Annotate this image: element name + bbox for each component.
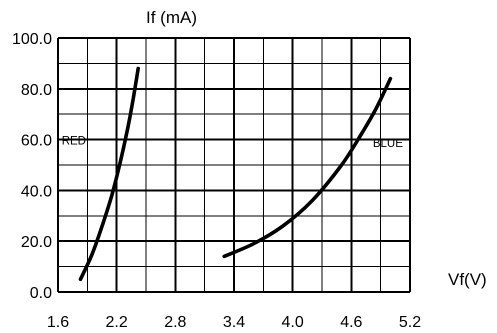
series-curve-red xyxy=(78,66,140,282)
series-label-blue: BLUE xyxy=(373,138,403,150)
y-tick-label: 80.0 xyxy=(21,82,52,99)
x-tick-label: 1.6 xyxy=(47,314,69,331)
y-tick-label: 100.0 xyxy=(12,31,52,48)
x-axis-title: Vf(V) xyxy=(448,270,487,289)
y-tick-label: 0.0 xyxy=(30,285,52,302)
x-tick-label: 5.2 xyxy=(399,314,421,331)
y-tick-label: 40.0 xyxy=(21,183,52,200)
plot-grid xyxy=(57,37,411,293)
y-axis-title: If (mA) xyxy=(146,8,197,27)
series-label-red: RED xyxy=(62,136,86,148)
y-tick-label: 20.0 xyxy=(21,234,52,251)
series-curve-blue xyxy=(222,76,393,259)
x-tick-label: 3.4 xyxy=(223,314,245,331)
y-tick-label: 60.0 xyxy=(21,133,52,150)
x-tick-label: 4.6 xyxy=(340,314,362,331)
y-tick-labels: 0.0 20.0 40.0 60.0 80.0 100.0 xyxy=(12,31,52,302)
data-curves xyxy=(78,66,393,282)
x-tick-label: 2.8 xyxy=(164,314,186,331)
x-tick-label: 2.2 xyxy=(106,314,128,331)
series-labels: RED BLUE xyxy=(62,136,404,151)
x-tick-label: 4.0 xyxy=(282,314,304,331)
x-tick-labels: 1.6 2.2 2.8 3.4 4.0 4.6 5.2 xyxy=(47,314,421,331)
